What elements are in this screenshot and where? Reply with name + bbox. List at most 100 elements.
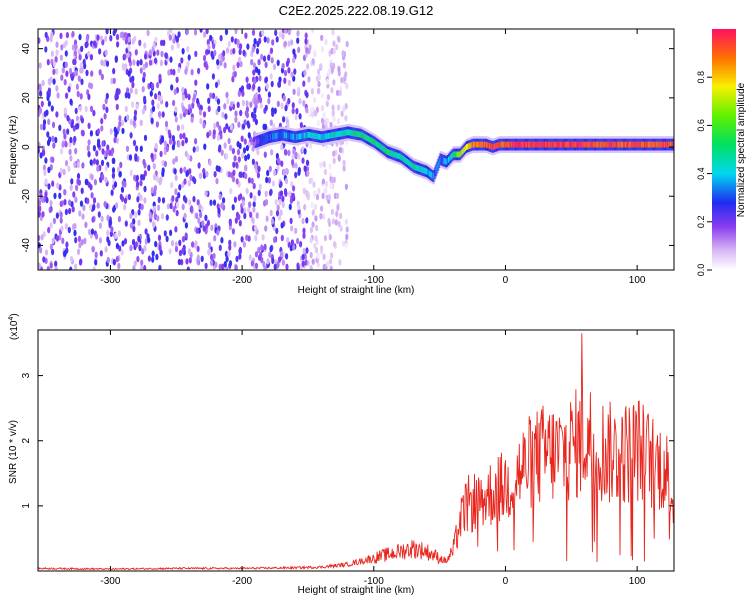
noise-cell [232,47,236,55]
noise-cell [55,41,59,48]
noise-cell [71,44,76,51]
ridge-core [401,155,404,161]
noise-cell [246,43,250,50]
noise-cell [41,196,45,203]
noise-cell [256,172,260,179]
noise-cell [336,89,340,97]
ridge-core [417,165,420,172]
noise-cell [184,92,188,99]
ridge-core [452,152,454,158]
ridge-core [538,141,541,148]
ridge-core [309,132,311,138]
noise-cell [112,29,116,36]
noise-cell [327,193,332,201]
noise-cell [223,103,227,110]
noise-cell [190,116,194,123]
noise-cell [332,47,336,55]
noise-cell [258,96,263,104]
ridge-core [357,131,359,138]
noise-cell [301,217,305,225]
ridge-core [263,136,266,142]
ridge-core [598,141,601,148]
noise-cell [266,37,270,44]
ridge-core [473,141,475,148]
ridge-core [529,141,531,148]
noise-cell [117,88,121,95]
noise-cell [172,37,176,44]
noise-cell [188,257,192,264]
noise-cell [123,238,128,245]
ridge-core [602,141,605,148]
colorbar-tick-label: 0.8 [696,71,706,84]
noise-cell [146,233,150,240]
noise-cell [55,235,60,242]
noise-cell [171,135,175,142]
noise-cell [316,261,320,268]
noise-cell [200,255,204,262]
ridge-core [500,141,503,148]
noise-cell [52,217,57,225]
noise-cell [177,66,181,74]
ridge-core [456,151,459,158]
ridge-core [346,129,349,136]
ridge-core [427,169,429,175]
noise-cell [183,166,187,173]
noise-cell [324,180,329,188]
noise-cell [104,49,108,56]
y-tick-label: 40 [21,43,32,55]
noise-cell [338,146,342,154]
noise-cell [153,189,157,196]
ridge-core [376,141,378,147]
noise-cell [285,253,289,260]
ridge-core [353,130,355,137]
noise-cell [263,36,267,43]
noise-cell [175,209,179,217]
noise-cell [268,165,272,173]
spectrogram-x-label: Height of straight line (km) [298,285,415,296]
noise-cell [169,229,173,236]
noise-cell [264,76,268,83]
ridge-core [637,141,640,148]
noise-cell [192,93,197,101]
noise-cell [333,192,337,199]
ridge-core [622,141,625,148]
noise-cell [309,237,313,244]
noise-cell [344,115,348,122]
noise-cell [56,92,60,99]
ridge-core [277,132,279,139]
spectrogram-frame [37,28,675,271]
noise-cell [314,110,318,117]
noise-cell [264,61,268,68]
noise-cell [270,149,274,156]
noise-cell [212,42,216,50]
noise-cell [177,31,181,38]
noise-cell [70,178,74,185]
noise-cell [292,244,296,251]
ridge-core [548,141,550,148]
noise-cell [197,67,201,75]
ridge-core [503,141,506,148]
noise-cell [157,94,161,102]
noise-cell [47,87,52,94]
noise-cell [274,29,278,36]
ridge-core [630,141,632,148]
noise-cell [127,193,131,201]
noise-cell [215,177,219,185]
ridge-core [413,163,415,170]
ridge-core [436,164,439,171]
noise-cell [64,141,68,148]
ridge-core [455,151,457,158]
noise-cell [313,242,317,250]
noise-cell [179,133,183,140]
ridge-core [408,159,410,166]
noise-cell [165,145,169,153]
noise-cell [244,164,248,171]
noise-cell [238,48,242,56]
noise-cell [311,58,315,65]
noise-cell [73,58,77,66]
noise-cell [219,59,223,66]
ridge-core [358,131,361,138]
noise-cell [288,203,292,211]
noise-cell [186,60,190,68]
noise-cell [245,111,249,119]
